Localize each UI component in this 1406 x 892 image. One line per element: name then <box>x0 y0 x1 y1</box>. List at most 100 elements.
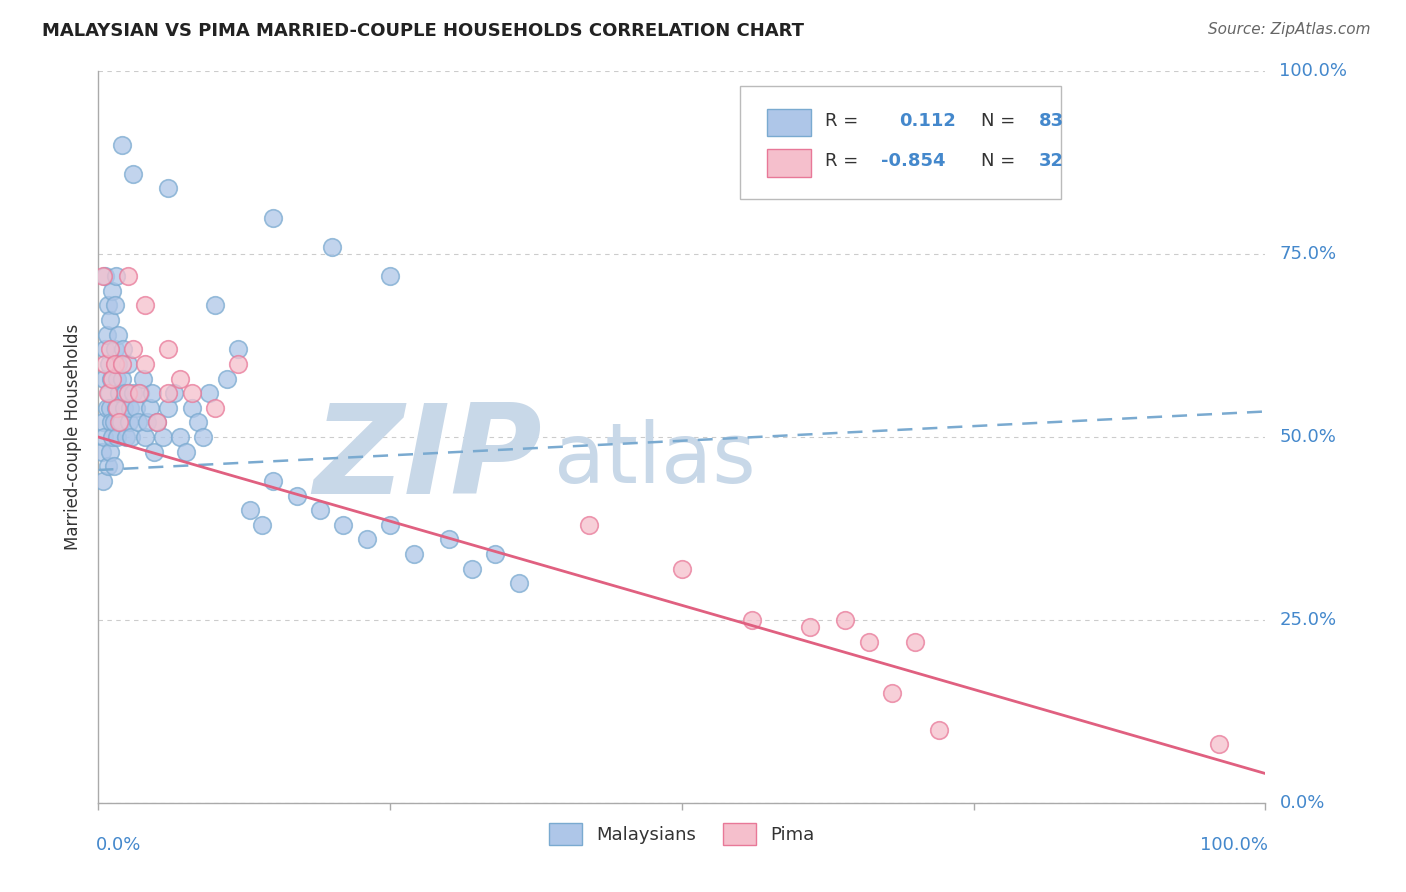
Point <box>402 547 425 561</box>
Point <box>97 459 120 474</box>
Point <box>671 562 693 576</box>
Point <box>91 474 114 488</box>
Point <box>169 371 191 385</box>
Point <box>117 386 139 401</box>
Point <box>91 269 114 284</box>
Text: R =: R = <box>825 153 859 170</box>
Point <box>101 284 124 298</box>
Point <box>98 444 121 458</box>
Point <box>250 517 273 532</box>
Point <box>118 416 141 430</box>
Text: Source: ZipAtlas.com: Source: ZipAtlas.com <box>1208 22 1371 37</box>
Point <box>146 416 169 430</box>
Point <box>152 430 174 444</box>
Text: R =: R = <box>825 112 859 130</box>
Point <box>157 181 180 195</box>
Point <box>122 386 145 401</box>
Point <box>111 137 134 152</box>
Point <box>122 343 145 357</box>
Point <box>108 416 131 430</box>
Point <box>105 371 128 385</box>
Text: 100.0%: 100.0% <box>1199 836 1268 854</box>
Point <box>128 386 150 401</box>
Point <box>143 444 166 458</box>
Point <box>94 269 117 284</box>
Point <box>858 635 880 649</box>
Point <box>100 416 122 430</box>
Point <box>799 620 821 634</box>
Point <box>115 430 138 444</box>
Point <box>262 474 284 488</box>
Point <box>103 459 125 474</box>
Point <box>136 416 159 430</box>
Point <box>134 298 156 312</box>
Point <box>834 613 856 627</box>
Point <box>129 386 152 401</box>
Text: 100.0%: 100.0% <box>1279 62 1347 80</box>
Point <box>578 517 600 532</box>
Point <box>163 386 186 401</box>
Point <box>96 327 118 342</box>
Point <box>105 401 128 415</box>
Point <box>104 401 127 415</box>
Point <box>94 357 117 371</box>
Text: 83: 83 <box>1039 112 1064 130</box>
Text: 75.0%: 75.0% <box>1279 245 1337 263</box>
Point <box>97 386 120 401</box>
Point <box>180 401 202 415</box>
Point <box>262 211 284 225</box>
Point <box>104 357 127 371</box>
Text: ZIP: ZIP <box>314 399 541 519</box>
Point <box>118 401 141 415</box>
Point <box>111 357 134 371</box>
Point <box>356 533 378 547</box>
Point <box>101 371 124 385</box>
Point <box>157 343 180 357</box>
Point <box>90 444 112 458</box>
Point <box>103 416 125 430</box>
Point <box>508 576 530 591</box>
Point <box>437 533 460 547</box>
Point <box>91 416 114 430</box>
Point <box>107 357 129 371</box>
Point <box>193 430 215 444</box>
Point <box>96 401 118 415</box>
Text: 25.0%: 25.0% <box>1279 611 1337 629</box>
Text: N =: N = <box>980 112 1015 130</box>
Point <box>141 386 163 401</box>
Point <box>127 416 149 430</box>
Point <box>105 430 128 444</box>
Point <box>101 430 124 444</box>
Point <box>180 386 202 401</box>
Text: 50.0%: 50.0% <box>1279 428 1336 446</box>
Text: 0.0%: 0.0% <box>1279 794 1324 812</box>
Point <box>146 416 169 430</box>
Point <box>108 386 131 401</box>
Point <box>110 416 132 430</box>
Point <box>741 613 763 627</box>
Point <box>204 401 226 415</box>
FancyBboxPatch shape <box>768 149 811 177</box>
Point <box>114 386 136 401</box>
Point <box>380 517 402 532</box>
Text: 0.112: 0.112 <box>898 112 956 130</box>
Point <box>215 371 238 385</box>
Text: 0.0%: 0.0% <box>96 836 142 854</box>
Point <box>239 503 262 517</box>
Point <box>380 269 402 284</box>
Point <box>174 444 197 458</box>
Point <box>285 489 308 503</box>
Point <box>880 686 903 700</box>
Point <box>98 401 121 415</box>
Point <box>157 401 180 415</box>
Text: -0.854: -0.854 <box>882 153 946 170</box>
FancyBboxPatch shape <box>768 109 811 136</box>
Point <box>117 357 139 371</box>
Point <box>332 517 354 532</box>
Point <box>198 386 221 401</box>
Point <box>104 343 127 357</box>
Text: MALAYSIAN VS PIMA MARRIED-COUPLE HOUSEHOLDS CORRELATION CHART: MALAYSIAN VS PIMA MARRIED-COUPLE HOUSEHO… <box>42 22 804 40</box>
Point <box>104 298 127 312</box>
Point <box>321 240 343 254</box>
Point <box>204 298 226 312</box>
